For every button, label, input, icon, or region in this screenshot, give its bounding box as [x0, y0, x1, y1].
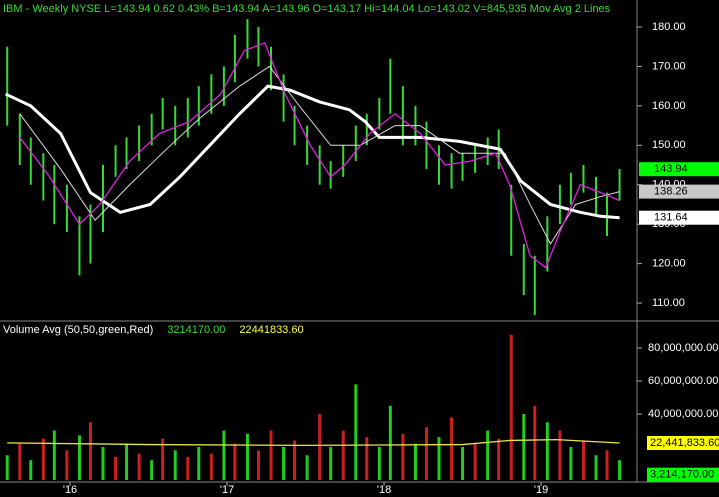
y-tick-label: 110.00: [652, 297, 685, 309]
volume-bar: [533, 405, 537, 480]
volume-bar: [197, 447, 201, 480]
volume-bar: [245, 433, 249, 480]
volume-average: [7, 438, 620, 447]
volume-bar: [605, 450, 609, 480]
y-tick-label: 180.00: [652, 21, 686, 33]
volume-bar: [341, 430, 345, 480]
volume-bar: [209, 453, 213, 480]
volume-bar: [377, 447, 381, 480]
volume-average-label: 22441833.60: [239, 324, 303, 336]
moving-average: [5, 84, 620, 220]
volume-bar: [173, 450, 177, 480]
volume-bar: [52, 430, 56, 480]
volume-bar: [509, 334, 513, 480]
volume-bar: [101, 447, 105, 480]
volume-bar: [41, 438, 45, 480]
volume-bar: [450, 417, 454, 480]
volume-bar: [365, 437, 369, 480]
volume-bar: [594, 455, 598, 480]
volume-bar: [473, 443, 477, 480]
volume-bar: [305, 455, 309, 480]
volume-bar: [88, 422, 92, 480]
price-tag-label: 143.94: [654, 163, 688, 175]
y-tick-label: 160.00: [652, 100, 686, 112]
volume-bar: [569, 447, 573, 480]
volume-bar: [401, 433, 405, 480]
volume-average-label: 3214170.00: [167, 324, 225, 336]
volume-bar: [186, 456, 190, 480]
volume-bar: [558, 430, 562, 480]
volume-bar: [269, 430, 273, 480]
volume-bar: [256, 450, 260, 480]
x-tick-label: '16: [63, 484, 77, 496]
volume-bar: [5, 455, 9, 480]
volume-bar: [424, 427, 428, 480]
volume-bar: [497, 438, 501, 480]
volume-bar: [318, 414, 322, 480]
volume-bar: [545, 422, 549, 480]
volume-bar: [581, 440, 585, 480]
x-tick-label: '17: [220, 484, 234, 496]
volume-bar: [222, 430, 226, 480]
y-tick-label: 150.00: [652, 139, 686, 151]
price-tag-label: 138.26: [654, 186, 688, 198]
volume-bar: [486, 430, 490, 480]
y-tick-label: 170.00: [652, 60, 686, 72]
x-tick-label: '18: [377, 484, 391, 496]
price-tag-label: 131.64: [654, 212, 688, 224]
volume-tag: [647, 467, 719, 482]
volume-bar: [413, 443, 417, 480]
volume-bar: [282, 447, 286, 480]
moving-average: [19, 65, 620, 245]
volume-tag: [647, 435, 719, 450]
volume-bar: [77, 435, 81, 480]
volume-bar: [18, 443, 22, 480]
volume-bar: [329, 447, 333, 480]
y-tick-label: 40,000,000.00: [648, 408, 718, 420]
volume-bar: [29, 460, 33, 480]
volume-bar: [388, 405, 392, 480]
volume-bar: [233, 443, 237, 480]
volume-bar: [161, 438, 165, 480]
volume-tag-label: 22,441,833.60: [650, 437, 719, 449]
chart-title: IBM - Weekly NYSE L=143.94 0.62 0.43% B=…: [3, 3, 611, 15]
volume-bar: [65, 450, 69, 480]
volume-bar: [522, 414, 526, 480]
volume-tag-label: 3,214,170.00: [650, 469, 714, 481]
price-tag: [639, 210, 719, 225]
volume-bar: [354, 384, 358, 480]
volume-bar: [125, 443, 129, 480]
volume-title: Volume Avg (50,50,green,Red): [3, 324, 153, 336]
y-tick-label: 60,000,000.00: [648, 375, 718, 387]
x-tick-label: '19: [534, 484, 548, 496]
price-tag: [639, 162, 719, 177]
volume-bar: [150, 460, 154, 480]
price-tag: [639, 184, 719, 199]
volume-bar: [618, 460, 622, 480]
date-strip: [0, 482, 719, 497]
volume-bar: [437, 437, 441, 480]
y-tick-label: 80,000,000.00: [648, 342, 718, 354]
moving-average: [19, 41, 620, 269]
volume-bar: [114, 456, 118, 480]
y-tick-label: 120.00: [652, 258, 686, 270]
volume-bar: [461, 447, 465, 480]
volume-bar: [137, 453, 141, 480]
volume-bar: [293, 440, 297, 480]
